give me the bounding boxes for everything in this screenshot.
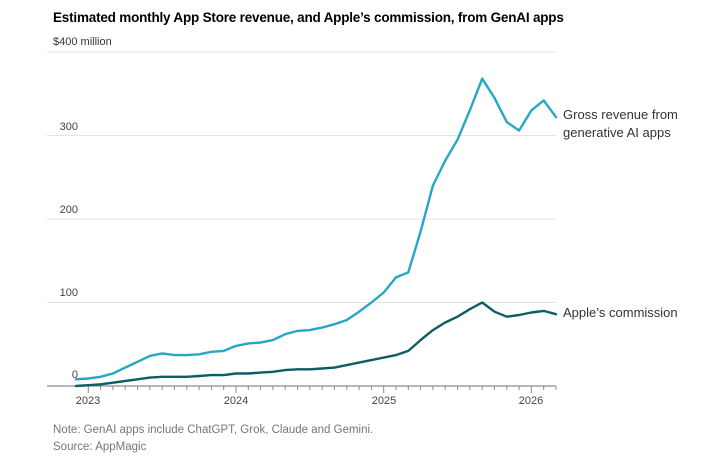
- series-label-gross-revenue: Gross revenue from generative AI apps: [563, 107, 678, 141]
- x-axis-year-2023: 2023: [75, 395, 101, 407]
- series-label-apple-commission: Apple’s commission: [563, 305, 678, 320]
- chart-title: Estimated monthly App Store revenue, and…: [53, 10, 564, 25]
- gross-revenue-line: [74, 77, 558, 381]
- x-axis-year-2026: 2026: [518, 395, 544, 407]
- y-axis-unit-label: $400 million: [53, 36, 112, 48]
- y-tick-label-100: 100: [59, 287, 78, 299]
- y-tick-label-0: 0: [71, 369, 78, 381]
- chart-source: Source: AppMagic: [53, 441, 147, 453]
- chart-note: Note: GenAI apps include ChatGPT, Grok, …: [53, 424, 374, 436]
- x-axis-year-2025: 2025: [371, 395, 397, 407]
- y-tick-label-300: 300: [59, 121, 78, 133]
- y-tick-label-200: 200: [59, 204, 78, 216]
- apple-commission-line: [74, 301, 558, 388]
- x-axis-year-2024: 2024: [223, 395, 249, 407]
